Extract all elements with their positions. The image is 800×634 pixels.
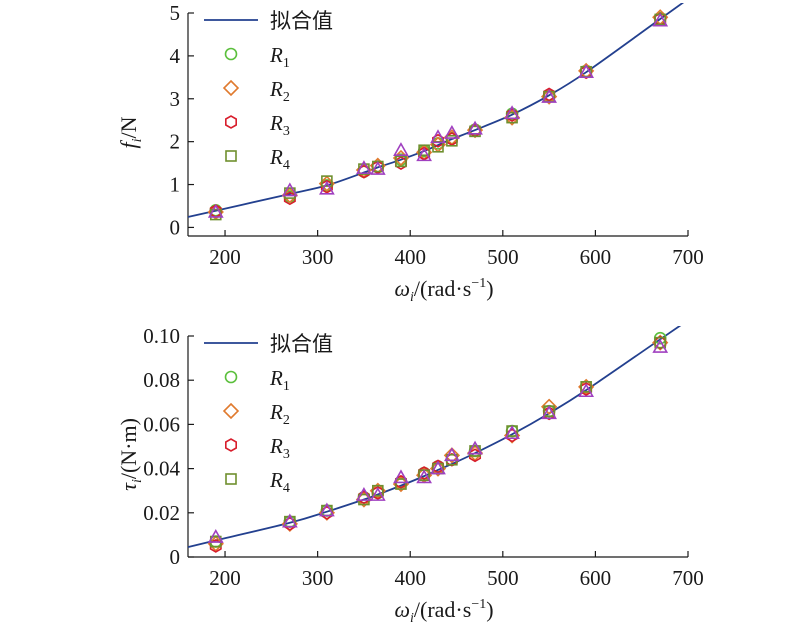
data-point-triangle <box>467 440 483 455</box>
y-axis-label: fi/N <box>116 116 145 148</box>
data-point-triangle <box>416 147 432 162</box>
data-point-triangle <box>356 160 372 175</box>
data-point-hexagon <box>431 133 445 148</box>
legend-marker-diamond <box>222 79 240 97</box>
data-point-triangle <box>369 160 386 175</box>
legend-marker-hexagon <box>225 438 237 452</box>
chart-1: 200 300 400 500 600 700 0 1 2 3 4 5 ωi/(rad·s−1) fi/N… <box>116 1 704 305</box>
data-point-triangle <box>207 203 224 218</box>
series-triangle <box>207 12 669 218</box>
y-tick-label: 0 <box>170 215 181 239</box>
y-tick-label: 2 <box>170 130 181 154</box>
y-tick-label: 0.08 <box>143 368 180 392</box>
legend-label: R3 <box>269 434 290 462</box>
data-point-triangle <box>467 120 483 135</box>
data-point-square <box>580 381 592 393</box>
data-point-square <box>321 175 333 187</box>
x-tick-label: 500 <box>487 566 519 590</box>
y-tick-label: 0.06 <box>143 412 180 436</box>
y-tick-label: 1 <box>170 173 181 197</box>
data-point-triangle <box>430 460 446 475</box>
data-point-square <box>372 484 384 497</box>
y-tick-label: 4 <box>170 44 181 68</box>
data-point-triangle <box>578 383 595 398</box>
legend-label: R3 <box>269 111 290 139</box>
data-point-triangle <box>444 124 460 139</box>
data-point-square <box>418 144 430 157</box>
y-tick-label: 0.04 <box>143 457 180 481</box>
data-point-square <box>395 155 407 168</box>
legend-label: R2 <box>269 77 290 105</box>
legend-label: R1 <box>269 43 290 71</box>
x-tick-label: 700 <box>672 566 704 590</box>
x-tick-label: 300 <box>302 245 334 269</box>
data-point-triangle <box>541 88 557 103</box>
x-tick-label: 600 <box>580 566 612 590</box>
legend-label: R2 <box>269 400 290 428</box>
data-point-triangle <box>652 338 669 353</box>
x-tick-label: 600 <box>580 245 612 269</box>
data-point-triangle <box>281 513 298 528</box>
fit-curve <box>188 326 682 548</box>
legend-marker-square <box>225 473 237 485</box>
data-point-diamond <box>540 398 558 415</box>
legend-marker-hexagon <box>225 115 237 129</box>
data-point-square <box>654 336 667 349</box>
legend-fit-label: 拟合值 <box>270 9 333 33</box>
y-tick-label: 3 <box>170 87 181 111</box>
x-tick-label: 700 <box>672 245 704 269</box>
data-point-triangle <box>444 447 460 462</box>
data-point-triangle <box>541 405 557 420</box>
x-axis-label: ωi/(rad·s−1) <box>394 597 493 626</box>
legend-marker-diamond <box>222 402 240 420</box>
data-point-triangle <box>319 180 335 195</box>
x-tick-label: 200 <box>209 566 241 590</box>
y-axis-label: τi/(N·m) <box>116 418 145 491</box>
data-point-triangle <box>356 486 372 501</box>
x-tick-label: 500 <box>487 245 519 269</box>
data-point-square <box>446 134 458 147</box>
legend-fit-label: 拟合值 <box>270 332 333 356</box>
data-point-triangle <box>393 142 409 157</box>
y-tick-label: 0 <box>170 545 181 569</box>
data-point-triangle <box>369 486 386 501</box>
data-point-triangle <box>207 528 224 543</box>
data-point-diamond <box>443 447 461 464</box>
legend: 拟合值 R1 R2 R3 R4 <box>204 332 333 496</box>
legend-marker-circle <box>224 370 238 384</box>
data-point-triangle <box>652 12 669 27</box>
fit-curve <box>188 3 685 218</box>
data-point-triangle <box>430 129 446 144</box>
y-tick-label: 0.02 <box>143 501 180 525</box>
x-tick-label: 400 <box>394 245 426 269</box>
x-tick-label: 300 <box>302 566 334 590</box>
data-point-triangle <box>504 425 520 440</box>
x-axis-label: ωi/(rad·s−1) <box>394 276 493 305</box>
legend-marker-circle <box>224 47 238 61</box>
legend: 拟合值 R1 R2 R3 R4 <box>204 9 333 173</box>
x-tick-label: 200 <box>209 245 241 269</box>
data-point-triangle <box>416 469 432 484</box>
y-tick-label: 0.10 <box>143 324 180 348</box>
data-point-square <box>395 478 407 490</box>
x-tick-label: 400 <box>394 566 426 590</box>
legend-label: R4 <box>269 145 290 173</box>
legend-marker-square <box>225 150 237 162</box>
data-point-triangle <box>319 502 335 517</box>
legend-label: R1 <box>269 366 290 394</box>
y-tick-label: 5 <box>170 1 181 25</box>
data-point-triangle <box>504 105 520 120</box>
series-triangle <box>207 338 669 543</box>
data-point-triangle <box>281 182 298 197</box>
data-point-triangle <box>393 469 409 484</box>
legend-label: R4 <box>269 468 290 496</box>
data-point-triangle <box>578 64 595 78</box>
chart-2: 200 300 400 500 600 700 0 0.02 0.04 0.06 0.08 0.10 ω… <box>116 324 704 626</box>
